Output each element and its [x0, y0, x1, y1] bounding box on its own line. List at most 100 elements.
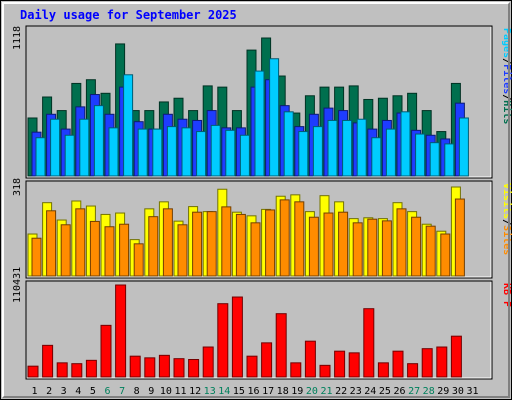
bar-pages-day-6: [108, 127, 119, 177]
panel-visits-sites-legend: Visits/Sites: [501, 183, 512, 255]
bar-pages-day-15: [239, 134, 250, 177]
bar-sites-day-23: [352, 222, 363, 277]
bar-kb-f-day-4: [71, 363, 83, 378]
panel-hits-files-pages-legend: Pages/Files/Hits: [501, 28, 512, 124]
bar-sites-day-22: [338, 211, 349, 277]
x-tick-label-11: 11: [174, 386, 186, 397]
bar-sites-day-20: [308, 216, 319, 277]
bar-sites-day-9: [148, 216, 159, 277]
x-tick-label-24: 24: [364, 386, 376, 397]
x-tick-label-1: 1: [31, 386, 37, 397]
x-tick-label-21: 21: [320, 386, 332, 397]
x-tick-label-7: 7: [119, 386, 125, 397]
bar-sites-day-21: [323, 212, 334, 277]
bar-sites-day-7: [119, 223, 130, 277]
bar-kb-f-day-3: [56, 362, 68, 378]
bar-pages-day-28: [429, 142, 440, 177]
bar-pages-day-2: [50, 118, 61, 177]
bar-kb-f-day-23: [348, 352, 360, 378]
x-tick-label-4: 4: [75, 386, 81, 397]
bar-sites-day-28: [425, 225, 436, 277]
bar-sites-day-10: [162, 208, 173, 277]
bar-sites-day-5: [89, 220, 100, 277]
legend-pages: Pages: [501, 28, 512, 58]
bar-pages-day-23: [356, 118, 367, 177]
bar-sites-day-15: [235, 213, 246, 277]
bar-kb-f-day-30: [450, 335, 462, 378]
bar-pages-day-7: [123, 74, 134, 177]
bar-kb-f-day-5: [85, 359, 97, 378]
bar-kb-f-day-17: [261, 342, 273, 378]
bar-sites-day-3: [60, 224, 71, 277]
bar-pages-day-22: [342, 119, 353, 177]
bar-pages-day-8: [137, 128, 148, 177]
bar-kb-f-day-28: [421, 348, 433, 378]
bar-pages-day-29: [444, 143, 455, 177]
chart-title: Daily usage for September 2025: [20, 8, 237, 22]
bar-kb-f-day-29: [436, 346, 448, 378]
bar-sites-day-2: [46, 210, 57, 277]
bar-pages-day-27: [415, 133, 426, 177]
x-tick-label-19: 19: [291, 386, 303, 397]
x-tick-label-5: 5: [90, 386, 96, 397]
legend-hits: Hits: [501, 100, 512, 124]
bar-kb-f-day-16: [246, 355, 258, 378]
x-tick-label-6: 6: [104, 386, 110, 397]
x-tick-label-8: 8: [134, 386, 140, 397]
bar-pages-day-30: [458, 117, 469, 177]
x-tick-label-17: 17: [262, 386, 274, 397]
bar-sites-day-13: [206, 211, 217, 277]
bar-sites-day-18: [279, 199, 290, 277]
bar-pages-day-19: [298, 131, 309, 177]
bar-kb-f-day-13: [202, 346, 214, 378]
bar-kb-f-day-12: [188, 359, 200, 378]
panel-kbytes-legend: KB F: [501, 283, 512, 307]
bar-pages-day-18: [283, 111, 294, 177]
bar-sites-day-1: [31, 237, 42, 277]
bar-sites-day-29: [440, 233, 451, 277]
x-tick-label-18: 18: [277, 386, 289, 397]
bar-pages-day-16: [254, 70, 265, 177]
bar-pages-day-13: [210, 124, 221, 177]
bar-kb-f-day-2: [42, 344, 54, 378]
bar-sites-day-25: [381, 220, 392, 277]
bar-sites-day-26: [396, 208, 407, 277]
bar-kb-f-day-20: [304, 340, 316, 378]
bar-kb-f-day-11: [173, 358, 185, 378]
bar-pages-day-21: [327, 119, 338, 177]
bar-sites-day-27: [411, 216, 422, 277]
x-tick-label-27: 27: [408, 386, 420, 397]
bar-pages-day-11: [181, 127, 192, 177]
x-tick-label-20: 20: [306, 386, 318, 397]
bar-sites-day-16: [250, 222, 261, 277]
bar-pages-day-26: [400, 111, 411, 177]
panel-visits-sites-ymax-label: 318: [12, 178, 23, 196]
legend-sites: Sites: [501, 225, 512, 255]
bar-sites-day-12: [192, 211, 203, 277]
bar-pages-day-4: [79, 118, 90, 177]
x-tick-label-9: 9: [148, 386, 154, 397]
bar-pages-day-20: [312, 126, 323, 177]
x-tick-label-13: 13: [204, 386, 216, 397]
bar-sites-day-4: [75, 208, 86, 277]
legend-separator: /: [501, 58, 512, 64]
x-tick-label-2: 2: [46, 386, 52, 397]
bar-sites-day-17: [265, 209, 276, 277]
bar-kb-f-day-9: [144, 357, 156, 378]
x-tick-label-12: 12: [189, 386, 201, 397]
bar-sites-day-14: [221, 206, 232, 277]
legend-separator: /: [501, 94, 512, 100]
bar-pages-day-24: [371, 137, 382, 177]
panel-kbytes-ymax-label: 110431: [12, 267, 23, 303]
bar-pages-day-14: [225, 129, 236, 177]
x-tick-label-29: 29: [437, 386, 449, 397]
bar-kb-f-day-27: [407, 363, 419, 378]
legend-visits: Visits: [501, 183, 512, 219]
bar-kb-f-day-7: [115, 284, 127, 378]
bar-pages-day-5: [93, 105, 104, 177]
x-tick-label-15: 15: [233, 386, 245, 397]
legend-kb-f: KB F: [501, 283, 512, 307]
bar-kb-f-day-10: [158, 354, 170, 378]
